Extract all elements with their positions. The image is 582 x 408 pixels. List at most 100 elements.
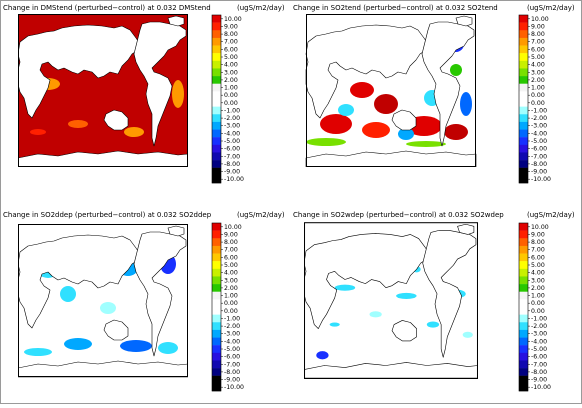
colorbar-swatch	[519, 22, 528, 31]
colorbar-swatch	[212, 253, 221, 262]
colorbar-swatch	[212, 383, 221, 392]
colorbar-tick-label: 0.00	[224, 100, 238, 107]
colorbar-swatch	[519, 253, 528, 262]
colorbar-tick-label: 9.00	[531, 231, 545, 238]
colorbar-swatch	[519, 337, 528, 346]
colorbar-tick-label: 1.00	[531, 293, 545, 300]
colorbar-swatch	[519, 322, 528, 331]
continent-antarctica	[18, 150, 188, 167]
world-map	[304, 222, 478, 379]
colorbar-swatch	[212, 167, 221, 176]
colorbar-tick-label: 0.00	[531, 92, 545, 99]
colorbar-swatch	[519, 238, 528, 247]
continent-australia	[391, 109, 417, 131]
colorbar-border	[211, 222, 222, 392]
colorbar-swatch	[212, 352, 221, 361]
colorbar-swatch	[212, 345, 221, 354]
colorbar-tick-label: 6.00	[531, 46, 545, 53]
colorbar-swatch	[212, 238, 221, 247]
continent-australia	[391, 320, 417, 342]
colorbar-tick-label: 2.00	[531, 285, 545, 292]
field-patch	[158, 342, 178, 354]
field-patch	[306, 138, 346, 146]
colorbar-swatch	[519, 383, 528, 392]
colorbar-tick-label: -9.00	[531, 169, 547, 176]
field-patch	[460, 92, 472, 116]
colorbar-tick-label: -9.00	[224, 377, 240, 384]
colorbar-swatch	[212, 230, 221, 239]
field-patch	[426, 321, 440, 328]
continent-antarctica	[304, 362, 478, 379]
colorbar-tick-label: -6.00	[224, 354, 240, 361]
colorbar-swatch	[519, 114, 528, 123]
colorbar-tick-label: -10.00	[224, 176, 244, 183]
colorbar-swatch	[519, 352, 528, 361]
colorbar-swatch	[212, 368, 221, 376]
colorbar-swatch	[519, 261, 528, 270]
colorbar-swatch	[519, 291, 528, 300]
colorbar-tick-label: -6.00	[224, 146, 240, 153]
continent-americas	[133, 231, 187, 357]
colorbar-swatch	[212, 284, 221, 292]
colorbar-tick-label: 4.00	[531, 270, 545, 277]
colorbar-tick-label: -4.00	[224, 338, 240, 345]
colorbar-tick-label: 3.00	[224, 277, 238, 284]
colorbar-swatch	[519, 45, 528, 54]
continent-americas	[133, 21, 187, 147]
field-patch	[396, 292, 417, 299]
colorbar-tick-label: -4.00	[531, 130, 547, 137]
field-patch	[172, 80, 184, 108]
colorbar-swatch	[212, 337, 221, 346]
colorbar-swatch	[212, 160, 221, 168]
field-patch	[334, 284, 356, 291]
panel-title: Change in SO2wdep (perturbed−control) at…	[293, 211, 504, 219]
colorbar-border	[211, 14, 222, 184]
field-patch	[320, 114, 352, 134]
colorbar-swatch	[519, 68, 528, 77]
colorbar-swatch	[519, 284, 528, 292]
colorbar-tick-label: 3.00	[531, 277, 545, 284]
field-patch	[398, 128, 414, 140]
colorbar-swatch	[519, 152, 528, 161]
colorbar-swatch	[212, 99, 221, 107]
colorbar-swatch	[212, 307, 221, 315]
colorbar-tick-label: 4.00	[224, 270, 238, 277]
colorbar-tick-label: -5.00	[531, 138, 547, 145]
colorbar-swatch	[519, 299, 528, 308]
colorbar-title: (ugS/m2/day)	[527, 211, 575, 219]
colorbar: 10.009.008.007.006.005.004.003.002.001.0…	[518, 222, 551, 392]
colorbar-tick-label: -10.00	[531, 384, 551, 391]
colorbar-swatch	[519, 245, 528, 254]
colorbar-tick-label: -4.00	[224, 130, 240, 137]
colorbar-tick-label: -3.00	[224, 331, 240, 338]
colorbar-swatch	[519, 314, 528, 323]
colorbar-swatch	[519, 230, 528, 239]
panel-title: Change in SO2tend (perturbed−control) at…	[293, 4, 498, 12]
panel-title: Change in SO2ddep (perturbed−control) at…	[3, 211, 212, 219]
colorbar-swatch	[519, 15, 528, 23]
colorbar-swatch	[212, 137, 221, 146]
colorbar-swatch	[519, 53, 528, 62]
panel-so2tend: Change in SO2tend (perturbed−control) at…	[291, 1, 581, 201]
colorbar-tick-label: 2.00	[224, 285, 238, 292]
colorbar-tick-label: -10.00	[531, 176, 551, 183]
colorbar-tick-label: -9.00	[531, 377, 547, 384]
colorbar-title: (ugS/m2/day)	[237, 211, 285, 219]
colorbar-swatch	[519, 121, 528, 130]
colorbar-swatch	[212, 53, 221, 62]
continent-europe-africa-asia	[304, 233, 430, 329]
colorbar-swatch	[519, 375, 528, 384]
colorbar-tick-label: 4.00	[224, 62, 238, 69]
field-patch	[30, 129, 46, 135]
colorbar-swatch	[212, 175, 221, 184]
field-patch	[444, 124, 468, 140]
field-patch	[24, 348, 52, 356]
colorbar-swatch	[519, 83, 528, 92]
colorbar-tick-label: 10.00	[531, 224, 549, 231]
map-border	[18, 14, 188, 167]
field-patch	[450, 64, 462, 76]
colorbar-swatch	[519, 307, 528, 315]
field-patch	[406, 141, 446, 147]
continent-greenland	[167, 15, 185, 27]
